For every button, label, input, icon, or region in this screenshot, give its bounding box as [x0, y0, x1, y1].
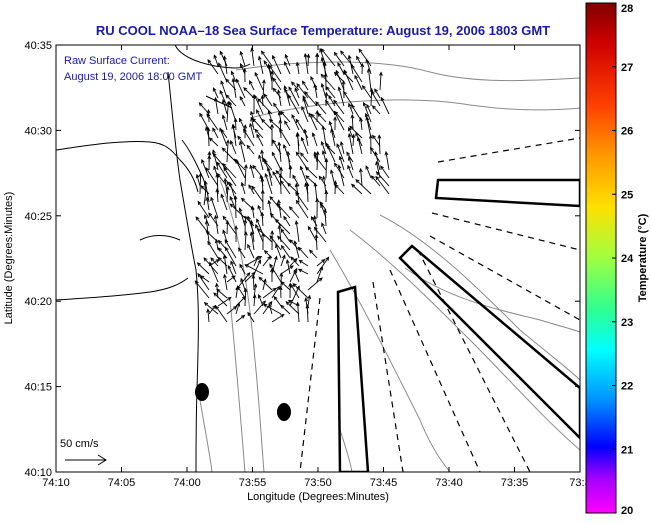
x-tick-label: 73:50 [304, 477, 332, 489]
annotation-line-1: Raw Surface Current: [64, 55, 170, 67]
buoy-marker-east [277, 403, 291, 421]
colorbar-tick-label: 20 [621, 505, 633, 517]
y-tick-label: 40:25 [24, 211, 52, 223]
x-tick-label: 73:40 [435, 477, 463, 489]
colorbar-tick-label: 27 [621, 62, 633, 74]
x-tick-label: 73:45 [370, 477, 398, 489]
y-tick-label: 40:35 [24, 40, 52, 52]
colorbar-tick-label: 24 [621, 253, 634, 265]
colorbar-tick-label: 23 [621, 317, 633, 329]
annotation-line-2: August 19, 2006 18:00 GMT [64, 71, 202, 83]
x-tick-label: 74:05 [108, 477, 136, 489]
y-axis-label: Latitude (Degrees:Minutes) [3, 192, 15, 325]
colorbar-label: Temperature (°C) [637, 213, 649, 302]
y-tick-label: 40:30 [24, 125, 52, 137]
figure-title: RU COOL NOAA–18 Sea Surface Temperature:… [96, 23, 550, 38]
x-tick-label: 73:55 [239, 477, 267, 489]
x-axis-label: Longitude (Degrees:Minutes) [247, 491, 389, 503]
y-tick-label: 40:20 [24, 296, 52, 308]
x-tick-label: 73:35 [501, 477, 529, 489]
plot-background [56, 45, 580, 472]
y-tick-label: 40:15 [24, 382, 52, 394]
y-tick-label: 40:10 [24, 467, 52, 479]
colorbar-tick-label: 21 [621, 444, 633, 456]
colorbar-tick-label: 28 [621, 3, 633, 15]
scale-label: 50 cm/s [60, 438, 99, 450]
colorbar-tick-label: 26 [621, 126, 633, 138]
colorbar-tick-label: 25 [621, 189, 633, 201]
colorbar-gradient [586, 3, 616, 513]
buoy-marker-west [195, 383, 209, 401]
colorbar-tick-label: 22 [621, 381, 633, 393]
x-tick-label: 74:00 [173, 477, 201, 489]
